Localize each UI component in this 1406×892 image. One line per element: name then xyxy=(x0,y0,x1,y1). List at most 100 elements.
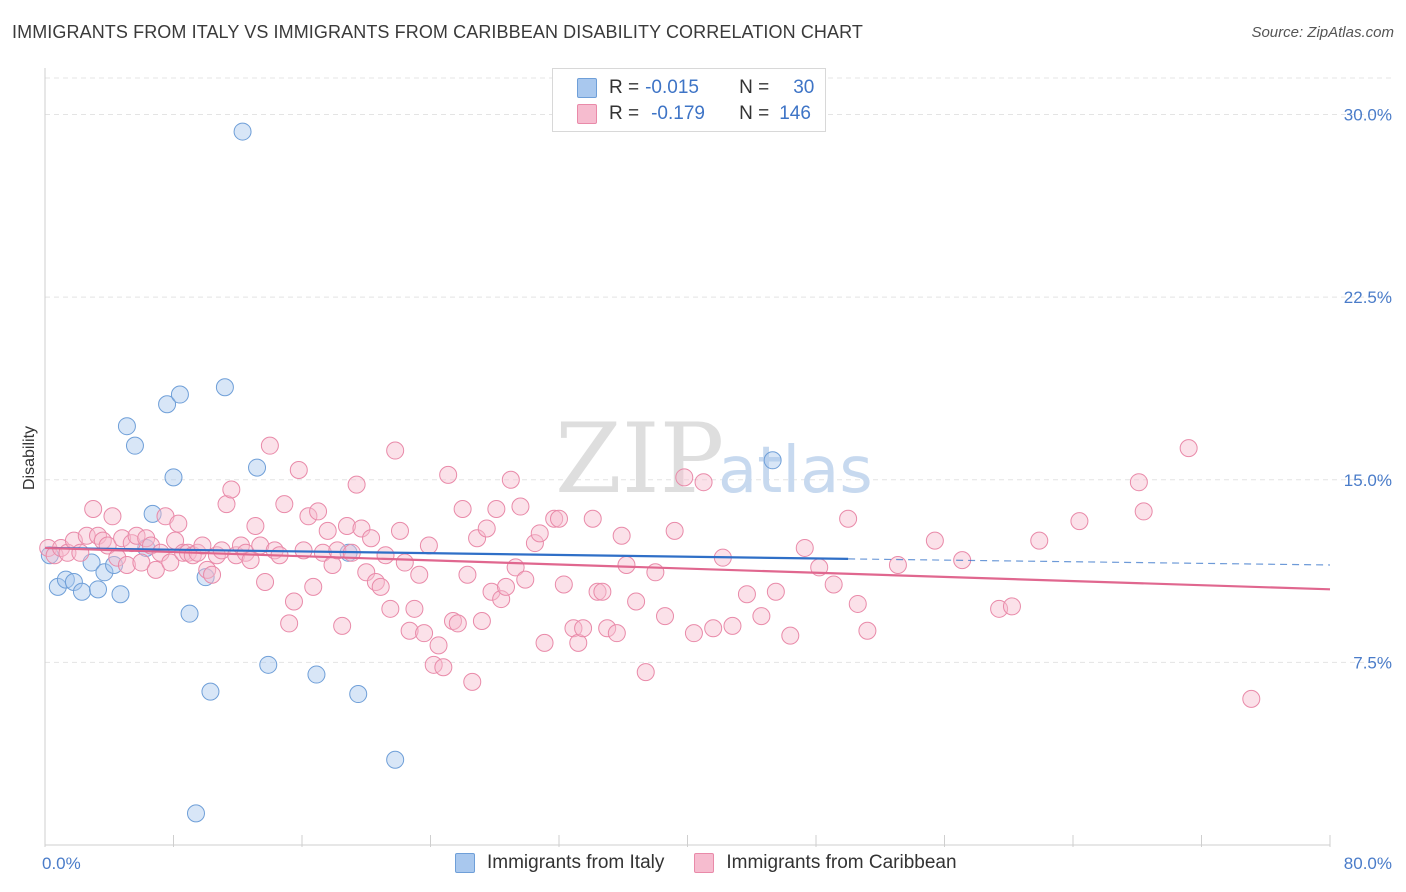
y-axis-label: Disability xyxy=(21,426,38,490)
caribbean-point xyxy=(405,599,424,618)
caribbean-point xyxy=(477,519,496,538)
y-tick-label: 30.0% xyxy=(1344,106,1392,125)
caribbean-point xyxy=(275,495,294,514)
caribbean-point xyxy=(492,590,511,609)
caribbean-point xyxy=(458,565,477,584)
watermark-atlas: atlas xyxy=(718,434,873,508)
caribbean-point xyxy=(117,555,136,574)
caribbean-point xyxy=(246,517,265,536)
caribbean-point xyxy=(694,473,713,492)
caribbean-point xyxy=(656,607,675,626)
italy-point xyxy=(386,750,405,769)
caribbean-point xyxy=(530,524,549,543)
caribbean-point xyxy=(848,594,867,613)
italy-point xyxy=(215,378,234,397)
x-tick-label: 80.0% xyxy=(1344,854,1392,873)
y-tick-label: 22.5% xyxy=(1344,288,1392,307)
chart-title: IMMIGRANTS FROM ITALY VS IMMIGRANTS FROM… xyxy=(12,22,863,42)
caribbean-point xyxy=(839,509,858,528)
legend-swatch-italy xyxy=(455,853,475,873)
legend-swatch-caribbean xyxy=(694,853,715,873)
caribbean-point xyxy=(289,461,308,480)
caribbean-point xyxy=(1179,439,1198,458)
axes xyxy=(44,68,1331,847)
caribbean-point xyxy=(352,519,371,538)
legend-r-value: -0.179 xyxy=(651,103,705,124)
caribbean-point xyxy=(496,577,515,596)
caribbean-point xyxy=(569,633,588,652)
caribbean-point xyxy=(1242,689,1261,708)
italy-point xyxy=(259,655,278,674)
caribbean-point xyxy=(357,563,376,582)
caribbean-point xyxy=(752,607,771,626)
legend-swatch-caribbean xyxy=(577,104,597,124)
caribbean-point xyxy=(617,555,636,574)
caribbean-point xyxy=(545,509,564,528)
caribbean-point xyxy=(1070,512,1089,531)
italy-point xyxy=(117,417,136,436)
italy-point xyxy=(164,468,183,487)
caribbean-point xyxy=(395,553,414,572)
caribbean-point xyxy=(280,614,299,633)
caribbean-point xyxy=(1129,473,1148,492)
caribbean-point xyxy=(1002,597,1021,616)
caribbean-point xyxy=(376,546,395,565)
legend-n-label: N = xyxy=(739,77,770,98)
caribbean-point xyxy=(415,624,434,643)
caribbean-point xyxy=(550,509,568,528)
legend-r-label: R = xyxy=(609,103,640,124)
caribbean-point xyxy=(169,514,188,533)
caribbean-point xyxy=(1030,531,1049,550)
caribbean-point xyxy=(161,553,180,572)
caribbean-point xyxy=(583,509,602,528)
trend-lines xyxy=(44,546,1331,591)
caribbean-point xyxy=(217,495,236,514)
italy-point xyxy=(95,563,114,582)
caribbean-point xyxy=(132,553,151,572)
caribbean-point xyxy=(684,624,703,643)
caribbean-point xyxy=(501,470,520,489)
caribbean-point xyxy=(453,499,472,518)
caribbean-point xyxy=(723,616,742,635)
caribbean-point xyxy=(766,582,785,601)
italy-trend-extension xyxy=(848,558,1331,566)
caribbean-point xyxy=(482,582,501,601)
italy-point xyxy=(40,546,59,565)
caribbean-point xyxy=(824,575,843,594)
caribbean-point xyxy=(554,575,573,594)
caribbean-point xyxy=(525,534,544,553)
caribbean-point xyxy=(366,573,385,592)
caribbean-point xyxy=(381,599,400,618)
italy-point xyxy=(201,682,220,701)
italy-point xyxy=(349,685,368,704)
italy-trend-line xyxy=(44,546,849,560)
italy-point xyxy=(89,580,108,599)
legend-n-value: 146 xyxy=(779,103,811,124)
legend-n-label: N = xyxy=(739,103,770,124)
caribbean-point xyxy=(429,636,448,655)
caribbean-point xyxy=(299,507,318,526)
series-legend: Immigrants from Italy Immigrants from Ca… xyxy=(455,852,987,874)
caribbean-point xyxy=(84,499,103,518)
caribbean-point xyxy=(588,582,607,601)
italy-point xyxy=(233,122,252,141)
caribbean-point xyxy=(598,619,617,638)
caribbean-point xyxy=(612,526,631,545)
caribbean-point xyxy=(858,621,877,640)
caribbean-point xyxy=(574,619,593,638)
caribbean-point xyxy=(443,611,462,630)
caribbean-point xyxy=(535,633,554,652)
caribbean-point xyxy=(593,582,612,601)
stats-legend: R = -0.015 N = 30 R = -0.179 N = 146 xyxy=(552,68,826,132)
caribbean-point xyxy=(795,538,814,557)
caribbean-point xyxy=(636,663,655,682)
caribbean-point xyxy=(222,480,241,499)
caribbean-point xyxy=(665,521,684,540)
caribbean-point xyxy=(448,614,467,633)
caribbean-point xyxy=(362,529,381,548)
caribbean-point xyxy=(304,577,323,596)
legend-r-label: R = xyxy=(609,77,640,98)
caribbean-point xyxy=(146,560,165,579)
series-italy xyxy=(40,122,782,823)
legend-r-value: -0.015 xyxy=(645,77,699,98)
